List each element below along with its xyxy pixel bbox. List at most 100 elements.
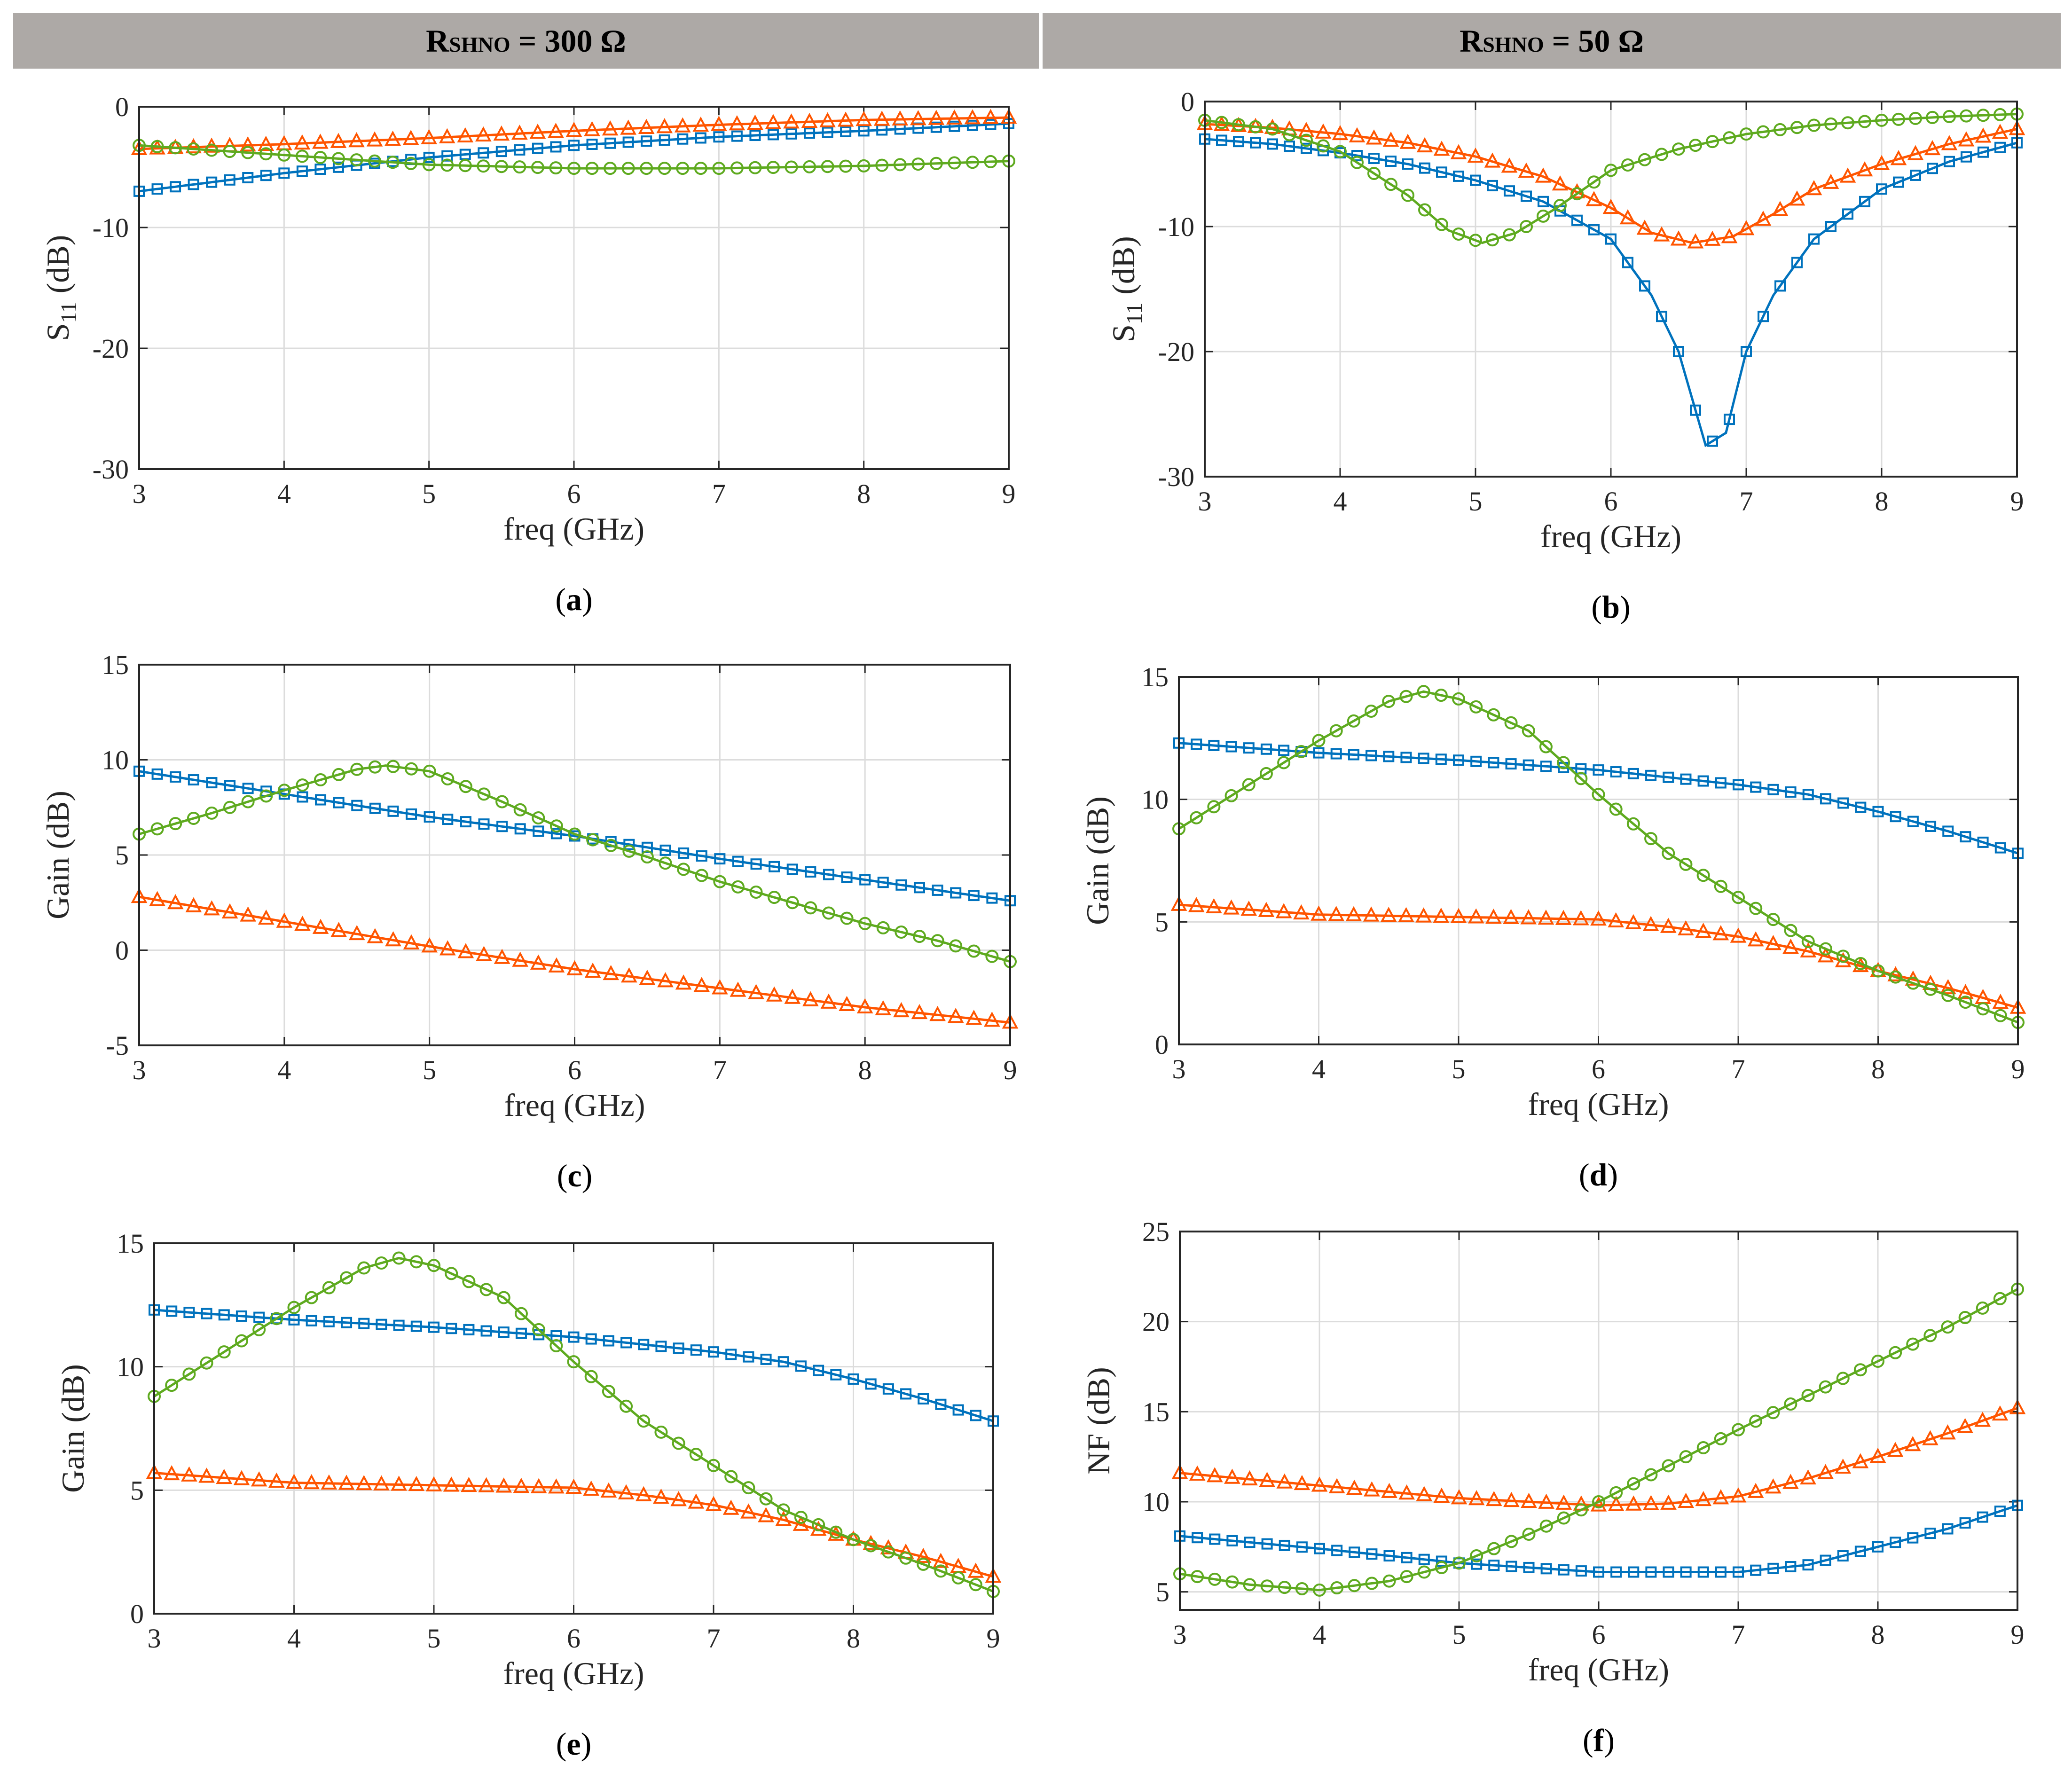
marker-square: [750, 858, 762, 870]
marker-triangle: [1619, 209, 1636, 225]
marker-triangle: [1678, 920, 1694, 935]
y-tick-label: 15: [102, 650, 129, 680]
marker-triangle: [1518, 162, 1535, 178]
marker-square: [1774, 280, 1786, 292]
marker-circle: [1757, 125, 1770, 139]
marker-triangle: [863, 1535, 879, 1550]
marker-circle: [1853, 1363, 1867, 1377]
series-circle: [133, 760, 1017, 968]
marker-square: [1191, 738, 1202, 750]
marker-circle: [150, 140, 164, 153]
marker-circle: [1662, 847, 1675, 860]
marker-triangle: [1800, 1469, 1816, 1485]
marker-square: [480, 1325, 492, 1337]
marker-circle: [252, 1323, 266, 1336]
marker-circle: [1749, 902, 1763, 915]
marker-circle: [1824, 117, 1837, 131]
marker-square: [877, 877, 889, 888]
marker-square: [323, 1316, 335, 1327]
marker-triangle: [793, 1515, 809, 1531]
marker-circle: [822, 906, 835, 920]
series-line: [1178, 690, 2018, 1024]
marker-square: [882, 1383, 894, 1395]
marker-circle: [912, 930, 926, 943]
marker-circle: [713, 875, 727, 888]
marker-triangle: [548, 957, 565, 973]
marker-triangle: [1772, 201, 1789, 216]
marker-square: [1960, 831, 1971, 843]
marker-circle: [1295, 1582, 1309, 1595]
marker-square: [813, 1365, 824, 1376]
marker-circle: [1522, 724, 1535, 737]
marker-square: [514, 823, 526, 835]
marker-circle: [1434, 689, 1448, 702]
marker-triangle: [618, 1484, 635, 1499]
marker-triangle: [693, 977, 710, 992]
marker-triangle: [421, 937, 438, 953]
marker-triangle: [1555, 910, 1572, 925]
marker-circle: [1505, 1535, 1518, 1548]
marker-triangle: [1328, 1478, 1345, 1493]
marker-circle: [549, 1339, 563, 1353]
marker-triangle: [1398, 1484, 1415, 1500]
y-tick-label: 0: [115, 92, 129, 122]
marker-circle: [150, 822, 164, 836]
marker-triangle: [1328, 906, 1345, 921]
marker-triangle: [730, 981, 746, 997]
series-circle: [133, 139, 1015, 175]
marker-triangle: [602, 120, 619, 136]
marker-triangle: [1730, 927, 1747, 943]
marker-square: [183, 1307, 195, 1318]
marker-circle: [1435, 218, 1448, 231]
marker-triangle: [1416, 1486, 1433, 1501]
marker-square: [1523, 1561, 1535, 1573]
series-line: [139, 144, 1009, 170]
marker-circle: [1807, 118, 1821, 132]
marker-triangle: [819, 112, 836, 127]
marker-circle: [1592, 788, 1605, 801]
marker-circle: [840, 911, 854, 925]
marker-square: [1436, 1555, 1447, 1567]
marker-square: [1639, 280, 1650, 292]
marker-triangle: [216, 1468, 233, 1484]
marker-circle: [1452, 1556, 1466, 1570]
x-tick-label: 7: [707, 1623, 721, 1654]
marker-circle: [332, 768, 345, 781]
marker-square: [460, 816, 471, 828]
marker-square: [1216, 134, 1227, 146]
marker-square: [659, 844, 671, 856]
marker-square: [1808, 233, 1820, 245]
marker-circle: [422, 158, 436, 172]
marker-triangle: [185, 897, 202, 912]
series-line: [1179, 1407, 2018, 1507]
marker-triangle: [583, 1480, 600, 1496]
marker-triangle: [303, 1474, 320, 1490]
marker-circle: [1224, 789, 1238, 802]
marker-circle: [1714, 1432, 1727, 1445]
marker-square: [918, 1393, 929, 1404]
marker-triangle: [221, 903, 238, 919]
marker-triangle: [1503, 1491, 1520, 1507]
subfigure-caption: (f): [1583, 1722, 1615, 1758]
marker-circle: [1277, 756, 1291, 769]
marker-circle: [899, 1551, 913, 1565]
marker-square: [188, 774, 199, 786]
marker-triangle: [1415, 907, 1432, 923]
marker-circle: [409, 1255, 423, 1269]
marker-circle: [654, 1425, 668, 1439]
marker-triangle: [1451, 1489, 1468, 1505]
marker-circle: [677, 863, 691, 876]
marker-square: [841, 871, 853, 883]
marker-square: [1385, 156, 1397, 167]
marker-triangle: [929, 1005, 946, 1021]
marker-square: [1820, 793, 1831, 805]
marker-triangle: [1346, 1479, 1363, 1495]
marker-circle: [1400, 1570, 1413, 1584]
marker-circle: [1348, 1579, 1361, 1593]
marker-triangle: [801, 112, 818, 128]
marker-triangle: [513, 1477, 530, 1493]
marker-circle: [423, 764, 436, 778]
marker-square: [677, 133, 689, 145]
marker-circle: [1486, 233, 1499, 247]
